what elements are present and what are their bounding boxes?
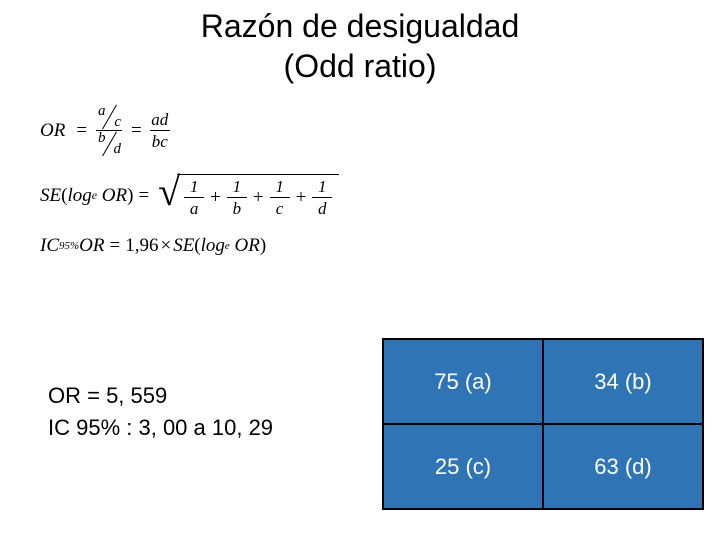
formula-ic: IC95%OR = 1,96 × SE(loge OR) [40,235,339,257]
ic-label: IC [40,235,59,257]
frac-ad-over-bc: ad bc [150,111,170,150]
result-ic: IC 95% : 3, 00 a 10, 29 [48,412,273,444]
title-line-2: (Odd ratio) [284,48,437,84]
result-or: OR = 5, 559 [48,380,273,412]
formula-block: OR = a c b d = ad bc SE(loge OR) = √ [40,105,339,275]
table-row: 25 (c) 63 (d) [383,424,703,509]
frac-a-over-c: a c [96,105,122,129]
frac-b-over-d: b d [96,132,122,156]
cell-d: 63 (d) [543,424,703,509]
cell-c: 25 (c) [383,424,543,509]
fraction-of-fractions: a c b d [96,105,122,156]
or-label: OR [40,120,65,142]
formula-se: SE(loge OR) = √ 1a + 1b + 1c + 1d [40,174,339,217]
sqrt-icon: √ 1a + 1b + 1c + 1d [158,174,339,217]
se-label: SE [40,185,61,207]
formula-or: OR = a c b d = ad bc [40,105,339,156]
cell-b: 34 (b) [543,339,703,424]
page-title: Razón de desigualdad (Odd ratio) [0,0,720,86]
equals-sign: = [131,120,142,142]
contingency-table: 75 (a) 34 (b) 25 (c) 63 (d) [382,338,704,510]
results-block: OR = 5, 559 IC 95% : 3, 00 a 10, 29 [48,380,273,444]
cell-a: 75 (a) [383,339,543,424]
table-row: 75 (a) 34 (b) [383,339,703,424]
equals-sign: = [76,120,87,142]
title-line-1: Razón de desigualdad [201,8,519,44]
